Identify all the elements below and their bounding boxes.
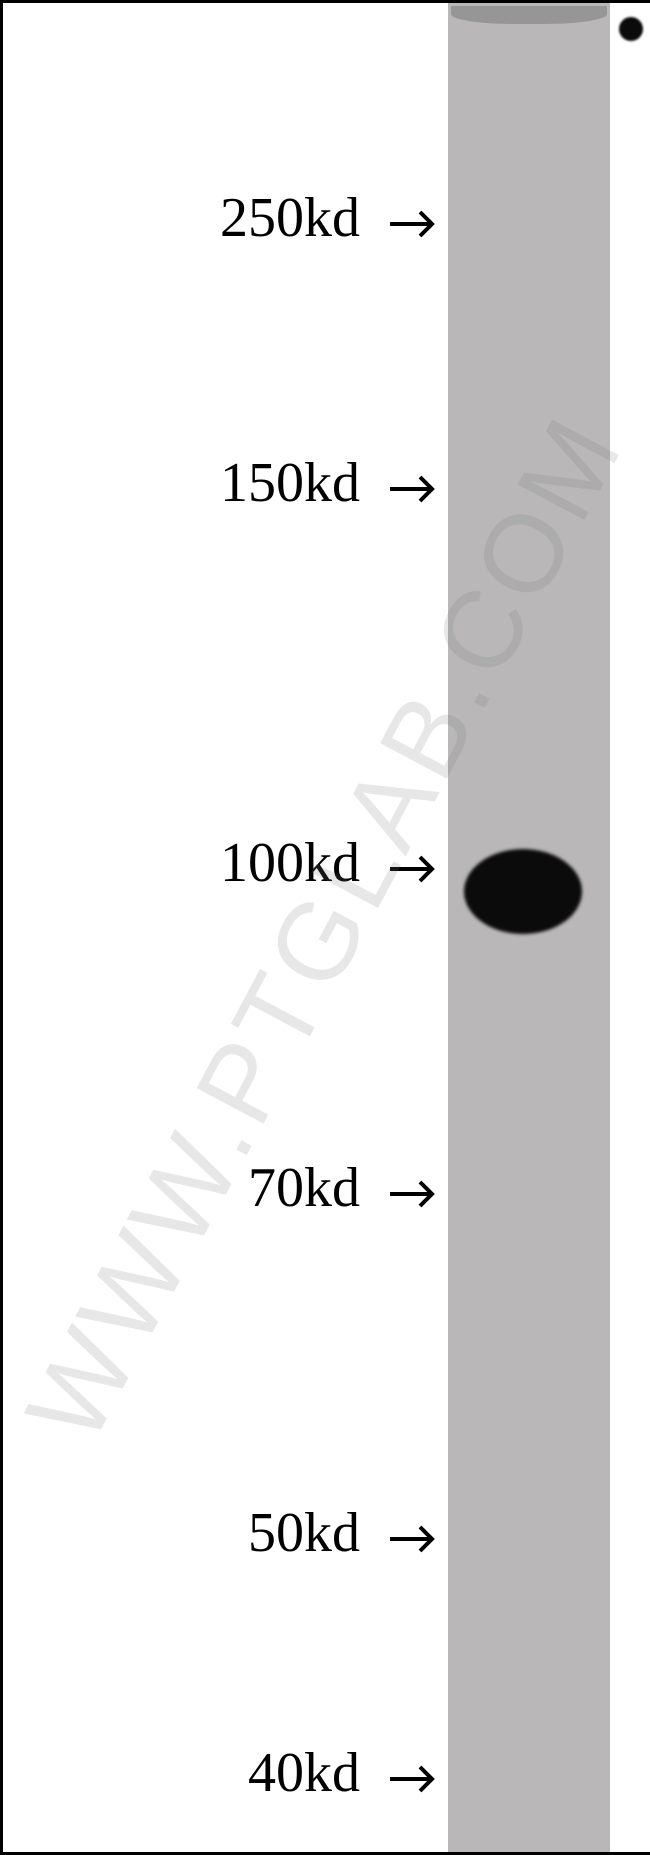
mw-marker-label: 50kd xyxy=(248,1505,360,1561)
marker-arrow-icon xyxy=(390,1523,448,1555)
white-strip xyxy=(610,3,650,1852)
mw-marker-label: 250kd xyxy=(220,190,360,246)
marker-arrow-icon xyxy=(390,208,448,240)
mw-marker-label: 40kd xyxy=(248,1745,360,1801)
mw-marker: 40kd xyxy=(3,1745,448,1801)
artifact-dot xyxy=(619,17,643,41)
protein-band xyxy=(464,849,582,934)
mw-marker-label: 70kd xyxy=(248,1160,360,1216)
mw-marker: 250kd xyxy=(3,190,448,246)
mw-marker: 150kd xyxy=(3,455,448,511)
marker-arrow-icon xyxy=(390,1763,448,1795)
mw-marker: 100kd xyxy=(3,835,448,891)
lane-well-shadow xyxy=(451,6,607,24)
marker-arrow-icon xyxy=(390,473,448,505)
mw-marker-label: 100kd xyxy=(220,835,360,891)
mw-marker: 50kd xyxy=(3,1505,448,1561)
marker-arrow-icon xyxy=(390,1178,448,1210)
marker-labels-area: 250kd 150kd 100kd 70kd 50kd 40kd xyxy=(3,3,448,1852)
mw-marker: 70kd xyxy=(3,1160,448,1216)
marker-arrow-icon xyxy=(390,853,448,885)
mw-marker-label: 150kd xyxy=(220,455,360,511)
image-frame: 250kd 150kd 100kd 70kd 50kd 40kd WWW.PTG… xyxy=(0,0,650,1855)
